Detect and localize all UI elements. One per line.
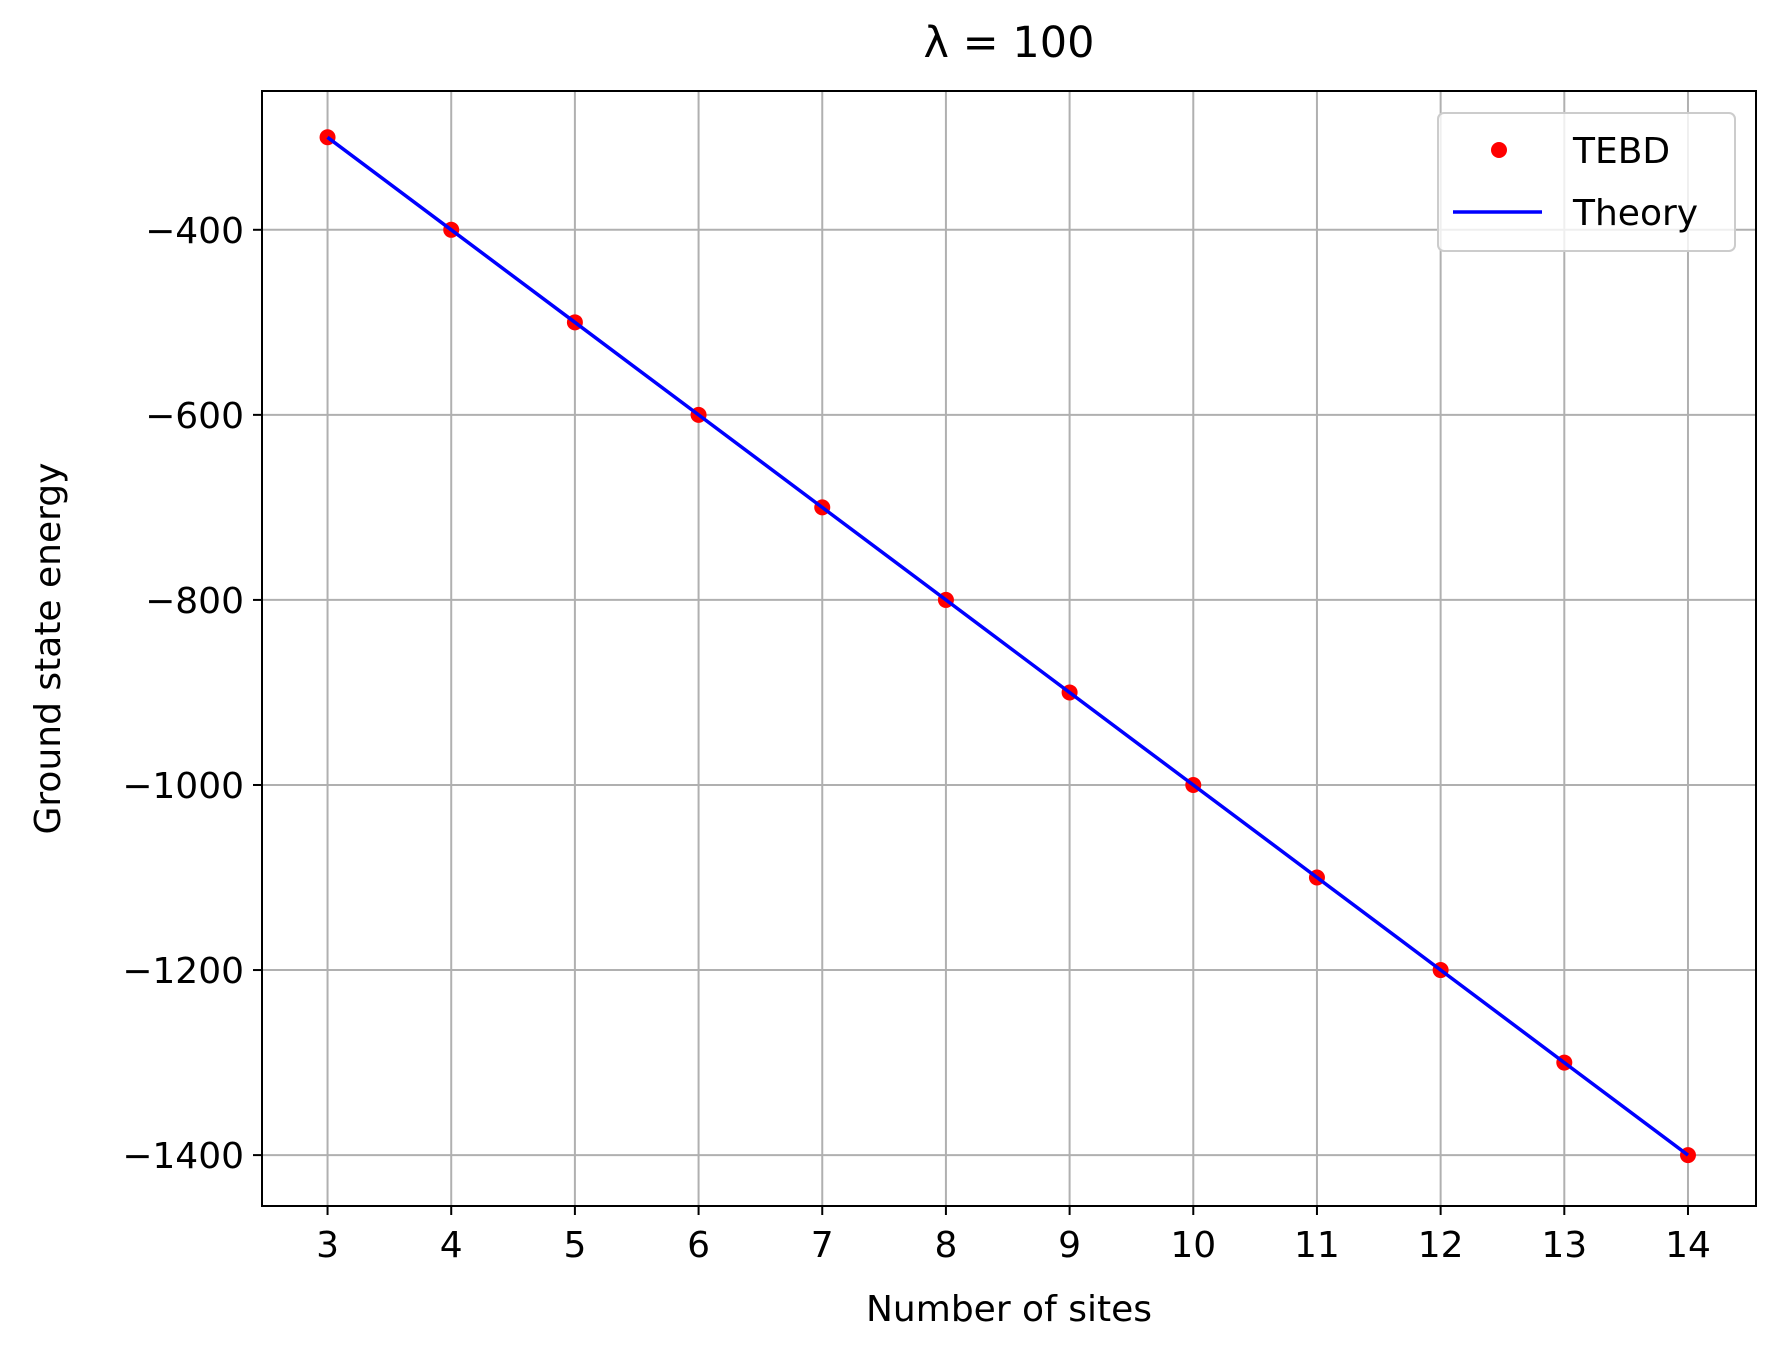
y-tick-label: −1400	[122, 1136, 244, 1177]
x-tick-label: 6	[687, 1225, 710, 1266]
ticks: 3 4 5 6 7 8 9 10 11 12 13 14 −400 −600 −800 −1000 −1200 −…	[122, 211, 1711, 1266]
legend-tebd-label: TEBD	[1572, 131, 1670, 172]
x-tick-label: 7	[811, 1225, 834, 1266]
y-tick-label: −600	[145, 396, 244, 437]
x-tick-label: 13	[1541, 1225, 1587, 1266]
x-tick-label: 10	[1170, 1225, 1216, 1266]
legend: TEBD Theory	[1437, 112, 1736, 252]
series-layer	[319, 129, 1696, 1164]
y-axis-label: Ground state energy	[28, 463, 69, 835]
x-axis-label: Number of sites	[866, 1289, 1152, 1330]
x-tick-label: 8	[934, 1225, 957, 1266]
x-tick-label: 5	[563, 1225, 586, 1266]
x-tick-label: 14	[1665, 1225, 1711, 1266]
x-tick-label: 4	[440, 1225, 463, 1266]
x-tick-label: 12	[1418, 1225, 1464, 1266]
y-tick-label: −400	[145, 211, 244, 252]
y-tick-label: −1000	[122, 766, 244, 807]
y-tick-label: −1200	[122, 951, 244, 992]
theory-line	[326, 135, 1690, 1157]
legend-tebd-marker	[1491, 142, 1507, 158]
legend-theory-label: Theory	[1572, 193, 1698, 234]
x-tick-label: 3	[316, 1225, 339, 1266]
x-tick-label: 9	[1058, 1225, 1081, 1266]
grid	[262, 91, 1756, 1206]
chart-title: λ = 100	[924, 18, 1095, 68]
y-tick-label: −800	[145, 581, 244, 622]
x-tick-label: 11	[1294, 1225, 1340, 1266]
plot-frame	[261, 90, 1757, 1207]
legend-box	[1437, 112, 1736, 252]
